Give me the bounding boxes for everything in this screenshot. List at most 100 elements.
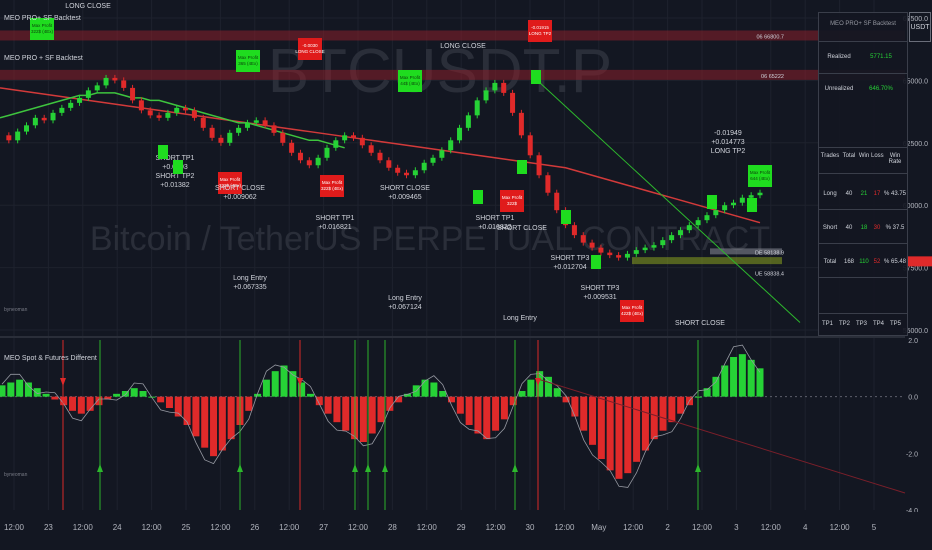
candle-body (280, 132, 286, 143)
trade-note-text: +0.01382 (160, 182, 189, 189)
table-cell: Total (823, 259, 837, 265)
trade-note-text: +0.067124 (388, 304, 421, 311)
osc-bar (509, 396, 517, 406)
candle-body (545, 175, 551, 193)
last-price-tag (906, 256, 932, 267)
x-tick: 12:00 (692, 523, 713, 532)
trade-note-text: +0.067335 (233, 284, 266, 291)
osc-bar (7, 382, 15, 397)
x-tick: 27 (319, 523, 328, 532)
x-tick: 5 (872, 523, 877, 532)
candle-body (501, 82, 507, 93)
indicator-title-2: MEO PRO + SF Backtest (4, 55, 83, 62)
osc-bar (157, 396, 165, 403)
candle-body (457, 127, 463, 141)
unrealized-value: 646.70% (869, 86, 893, 92)
table-divider (819, 277, 907, 278)
trade-label-text: 44$ (4Ex) (400, 81, 420, 86)
osc-bar (615, 396, 623, 479)
candle-body (677, 230, 683, 236)
x-tick: 12:00 (417, 523, 438, 532)
osc-bar (465, 396, 473, 425)
trade-note-text: +0.009465 (388, 194, 421, 201)
signal-arrow (97, 464, 103, 472)
zone-price-label: 06 66800.7 (756, 34, 784, 40)
currency-button[interactable]: USDT (909, 12, 931, 42)
osc-bar (60, 396, 68, 406)
osc-bar (192, 396, 200, 437)
panel-title: MEO PRO+ SF Backtest (830, 21, 896, 27)
x-tick: 29 (457, 523, 466, 532)
tp-header-cell: TP3 (855, 321, 867, 327)
indicator-title-1: MEO PRO+ SF Backtest (4, 15, 81, 22)
osc-bar (650, 396, 658, 440)
osc-bar (77, 396, 85, 414)
osc-bar (121, 391, 129, 397)
osc-bar (448, 396, 456, 403)
candle-body (297, 152, 303, 161)
osc-bar (42, 393, 50, 397)
candle-body (571, 225, 577, 236)
osc-bar (183, 396, 191, 425)
candle-body (359, 137, 365, 146)
x-tick: 4 (803, 523, 808, 532)
table-cell: 30 (873, 225, 881, 231)
table-divider (819, 147, 907, 148)
osc-bar (174, 396, 182, 417)
osc-bar (659, 396, 667, 431)
table-cell: 52 (873, 259, 881, 265)
osc-bar (271, 371, 279, 397)
table-cell: 40 (845, 191, 853, 197)
trade-label-text: Max Profit (502, 195, 523, 200)
candle-body (554, 192, 560, 211)
trade-note-text: +0.016822 (478, 224, 511, 231)
trade-label-text: 322$ (507, 201, 518, 206)
candle-body (757, 192, 763, 196)
trade-annotations: Max Profit 322$ (4Ex) LONG CLOSE Max Profit… (30, 3, 772, 327)
osc-bar (536, 371, 544, 397)
table-cell: Long (823, 191, 837, 197)
x-tick: 3 (734, 523, 739, 532)
candle-body (85, 90, 91, 98)
trade-label-box (218, 172, 242, 194)
trade-label-text: 322$ (4Ex) (321, 186, 344, 191)
trade-label-text: LONG CLOSE (295, 49, 324, 54)
candle-body (50, 112, 56, 121)
trade-label-text: Max Profit (220, 177, 241, 182)
trade-note-text: -0.01949 (714, 130, 742, 137)
osc-bar (589, 396, 597, 445)
table-header-cell: Loss (871, 153, 884, 159)
osc-bar (597, 396, 605, 459)
osc-bar (483, 396, 491, 440)
signal-arrow (237, 464, 243, 472)
series-slow-ma (0, 87, 761, 224)
osc-bar (51, 396, 59, 400)
trade-label-box (620, 300, 644, 322)
trade-note-text: LONG CLOSE (440, 43, 486, 50)
candle-body (32, 117, 38, 126)
y-tick-price: 57500.0 (903, 266, 928, 273)
brand-label-top: byneoman (4, 307, 28, 313)
trade-label-text: -0.01915 (531, 25, 549, 30)
candle-body (474, 100, 480, 116)
candles (6, 74, 763, 261)
osc-bar (324, 396, 332, 414)
candle-body (686, 225, 692, 231)
osc-bar (201, 396, 209, 448)
trade-note-text: SHORT TP1 (476, 215, 515, 222)
candle-body (580, 235, 586, 243)
candle-body (289, 142, 295, 153)
signal-arrow (695, 464, 701, 472)
candle-body (77, 97, 83, 103)
candle-body (430, 157, 436, 163)
oscillator-title: MEO Spot & Futures Different (4, 355, 97, 362)
grid-lines (0, 0, 905, 510)
trade-label-text: 644 (4Ex) (750, 176, 770, 181)
trade-label-text: LONG TP2 (529, 31, 552, 36)
zone-price-label: 06 65222 (761, 74, 784, 80)
osc-bar (315, 396, 323, 406)
table-cell: 168 (843, 259, 854, 265)
x-tick: 12:00 (554, 523, 575, 532)
osc-bar (562, 396, 570, 403)
candle-body (669, 235, 675, 241)
